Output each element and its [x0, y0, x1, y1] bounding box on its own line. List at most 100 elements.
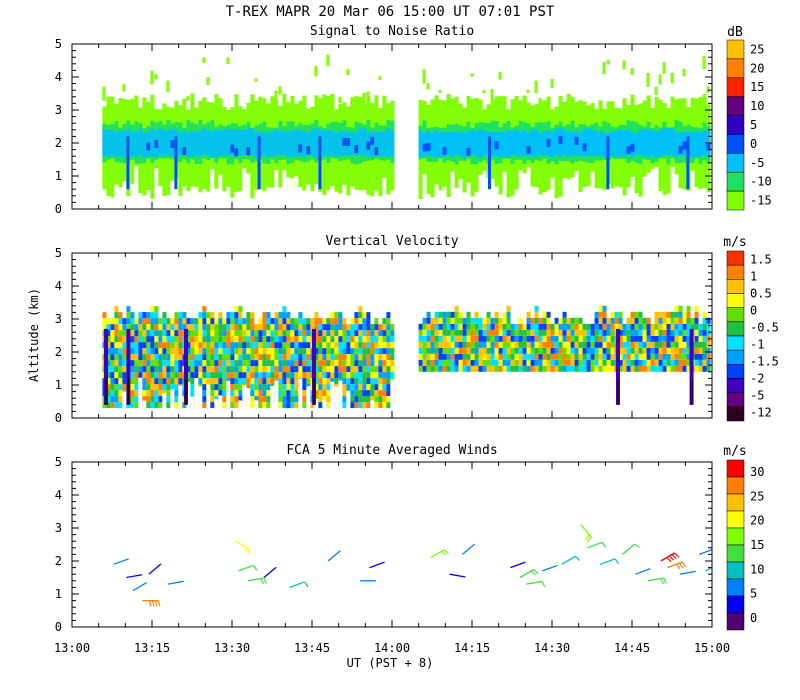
vv-cell: [342, 384, 347, 391]
vv-cell: [510, 353, 515, 360]
vv-cell: [670, 311, 675, 318]
vv-cell: [338, 372, 343, 379]
vv-data: [102, 305, 711, 409]
vv-cell: [218, 372, 223, 379]
vv-cell: [158, 348, 163, 355]
colorbar-label: 20: [750, 61, 764, 75]
vv-cell: [122, 330, 127, 337]
vv-cell: [450, 341, 455, 348]
vv-cell: [166, 354, 171, 361]
vv-cell: [502, 365, 507, 372]
vv-cell: [578, 335, 583, 342]
vv-cell: [122, 348, 127, 355]
vv-cell: [334, 360, 339, 367]
vv-cell: [150, 336, 155, 343]
vv-cell: [330, 324, 335, 331]
vv-cell: [134, 372, 139, 379]
snr-strong-cell: [346, 138, 351, 147]
vv-cell: [578, 329, 583, 336]
vv-cell: [246, 348, 251, 355]
snr-gap-cell: [382, 177, 387, 200]
wind-barb-flag: [660, 578, 664, 585]
vv-cell: [106, 336, 111, 343]
vv-cell: [302, 360, 307, 367]
vv-cell: [646, 353, 651, 360]
vv-cell: [358, 306, 363, 313]
vv-cell: [502, 359, 507, 366]
vv-cell: [702, 317, 707, 324]
vv-cell: [190, 360, 195, 367]
snr-gap-cell: [682, 189, 687, 200]
vv-cell: [150, 372, 155, 379]
vv-cell: [202, 342, 207, 349]
vv-cell: [470, 353, 475, 360]
vv-cell: [474, 365, 479, 372]
vv-cell: [118, 354, 123, 361]
snr-strong-cell: [682, 141, 687, 150]
snr-cell: [534, 129, 539, 157]
vv-cell: [554, 329, 559, 336]
vv-cell: [678, 347, 683, 354]
vv-cell: [226, 318, 231, 325]
snr-cell: [434, 129, 439, 157]
vv-cell: [698, 335, 703, 342]
vv-cell: [362, 324, 367, 331]
snr-cell: [322, 130, 327, 156]
vv-cell: [594, 317, 599, 324]
vv-cell: [562, 317, 567, 324]
vv-cell: [310, 318, 315, 325]
vv-cell: [458, 365, 463, 372]
snr-cell: [582, 128, 587, 157]
snr-cell: [610, 130, 615, 157]
wind-barb-flag: [157, 600, 161, 607]
vv-cell: [654, 317, 659, 324]
vv-cell: [546, 347, 551, 354]
vv-cell: [366, 342, 371, 349]
vv-cell: [654, 353, 659, 360]
vv-cell: [214, 378, 219, 385]
vv-cell: [114, 330, 119, 337]
vv-cell: [266, 360, 271, 367]
vv-cell: [222, 342, 227, 349]
colorbar-label: 5: [750, 118, 757, 132]
vv-cell: [302, 348, 307, 355]
snr-cell: [326, 129, 331, 156]
vv-cell: [470, 365, 475, 372]
vv-cell: [534, 347, 539, 354]
vv-cell: [670, 347, 675, 354]
vv-cell: [110, 318, 115, 325]
vv-cell: [294, 330, 299, 337]
vv-cell: [550, 347, 555, 354]
vv-cell: [518, 353, 523, 360]
vv-cell: [114, 396, 119, 403]
vv-cell: [302, 378, 307, 385]
vv-cell: [298, 318, 303, 325]
vv-cell: [382, 336, 387, 343]
vv-cell: [446, 317, 451, 324]
vv-cell: [538, 329, 543, 336]
vv-cell: [170, 324, 175, 331]
vv-cell: [418, 359, 423, 366]
snr-gap-cell: [574, 170, 579, 200]
vv-cell: [178, 378, 183, 385]
snr-gap-cell: [226, 186, 231, 200]
vv-cell: [262, 330, 267, 337]
vv-cell: [370, 360, 375, 367]
snr-cell: [298, 129, 303, 156]
vv-cell: [646, 323, 651, 330]
vv-cell: [278, 402, 283, 409]
vv-cell: [542, 359, 547, 366]
vv-cell: [118, 390, 123, 397]
vv-cell: [418, 347, 423, 354]
vv-cell: [626, 359, 631, 366]
vv-cell: [270, 366, 275, 373]
snr-gap-cell: [326, 191, 331, 200]
snr-cell: [650, 129, 655, 156]
vv-cell: [622, 335, 627, 342]
vv-cell: [534, 311, 539, 318]
vv-cell: [146, 312, 151, 319]
vv-cell: [282, 396, 287, 403]
vv-cell: [290, 360, 295, 367]
vv-cell: [646, 317, 651, 324]
vv-cell: [426, 347, 431, 354]
